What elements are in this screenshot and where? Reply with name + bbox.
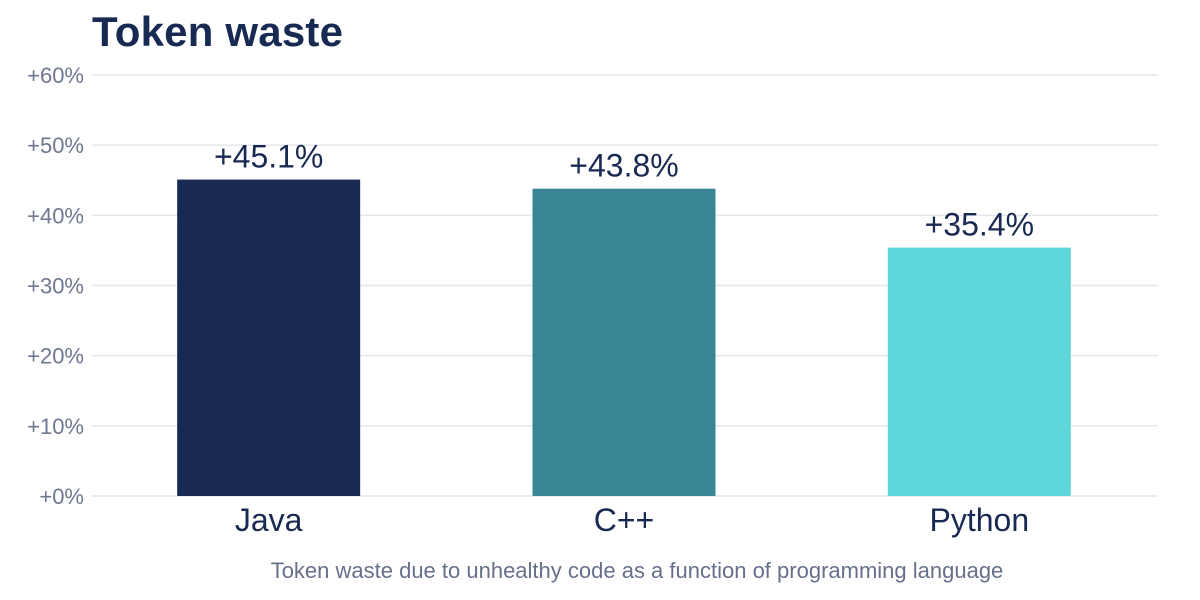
y-tick-label: +0% [39,484,84,509]
bar-c- [532,188,716,497]
chart-caption: Token waste due to unhealthy code as a f… [270,558,1004,583]
x-category-label: Java [235,502,303,538]
value-labels: +45.1% +43.8% +35.4% [214,139,1034,243]
y-tick-label: +50% [27,133,84,158]
bar-value-label: +45.1% [214,139,323,175]
bar-python [887,247,1071,496]
y-tick-label: +20% [27,344,84,369]
y-tick-label: +30% [27,274,84,299]
x-category-label: Python [930,502,1030,538]
category-labels: Java C++ Python [235,502,1029,538]
y-tick-label: +60% [27,63,84,88]
bars [177,179,1071,497]
bar-java [177,179,361,496]
x-category-label: C++ [594,502,654,538]
y-axis-ticks: +0% +10% +20% +30% +40% +50% +60% [27,63,84,509]
y-tick-label: +40% [27,203,84,228]
y-tick-label: +10% [27,414,84,439]
bar-value-label: +35.4% [925,207,1034,243]
chart-title: Token waste [92,8,344,55]
bar-value-label: +43.8% [569,148,678,184]
